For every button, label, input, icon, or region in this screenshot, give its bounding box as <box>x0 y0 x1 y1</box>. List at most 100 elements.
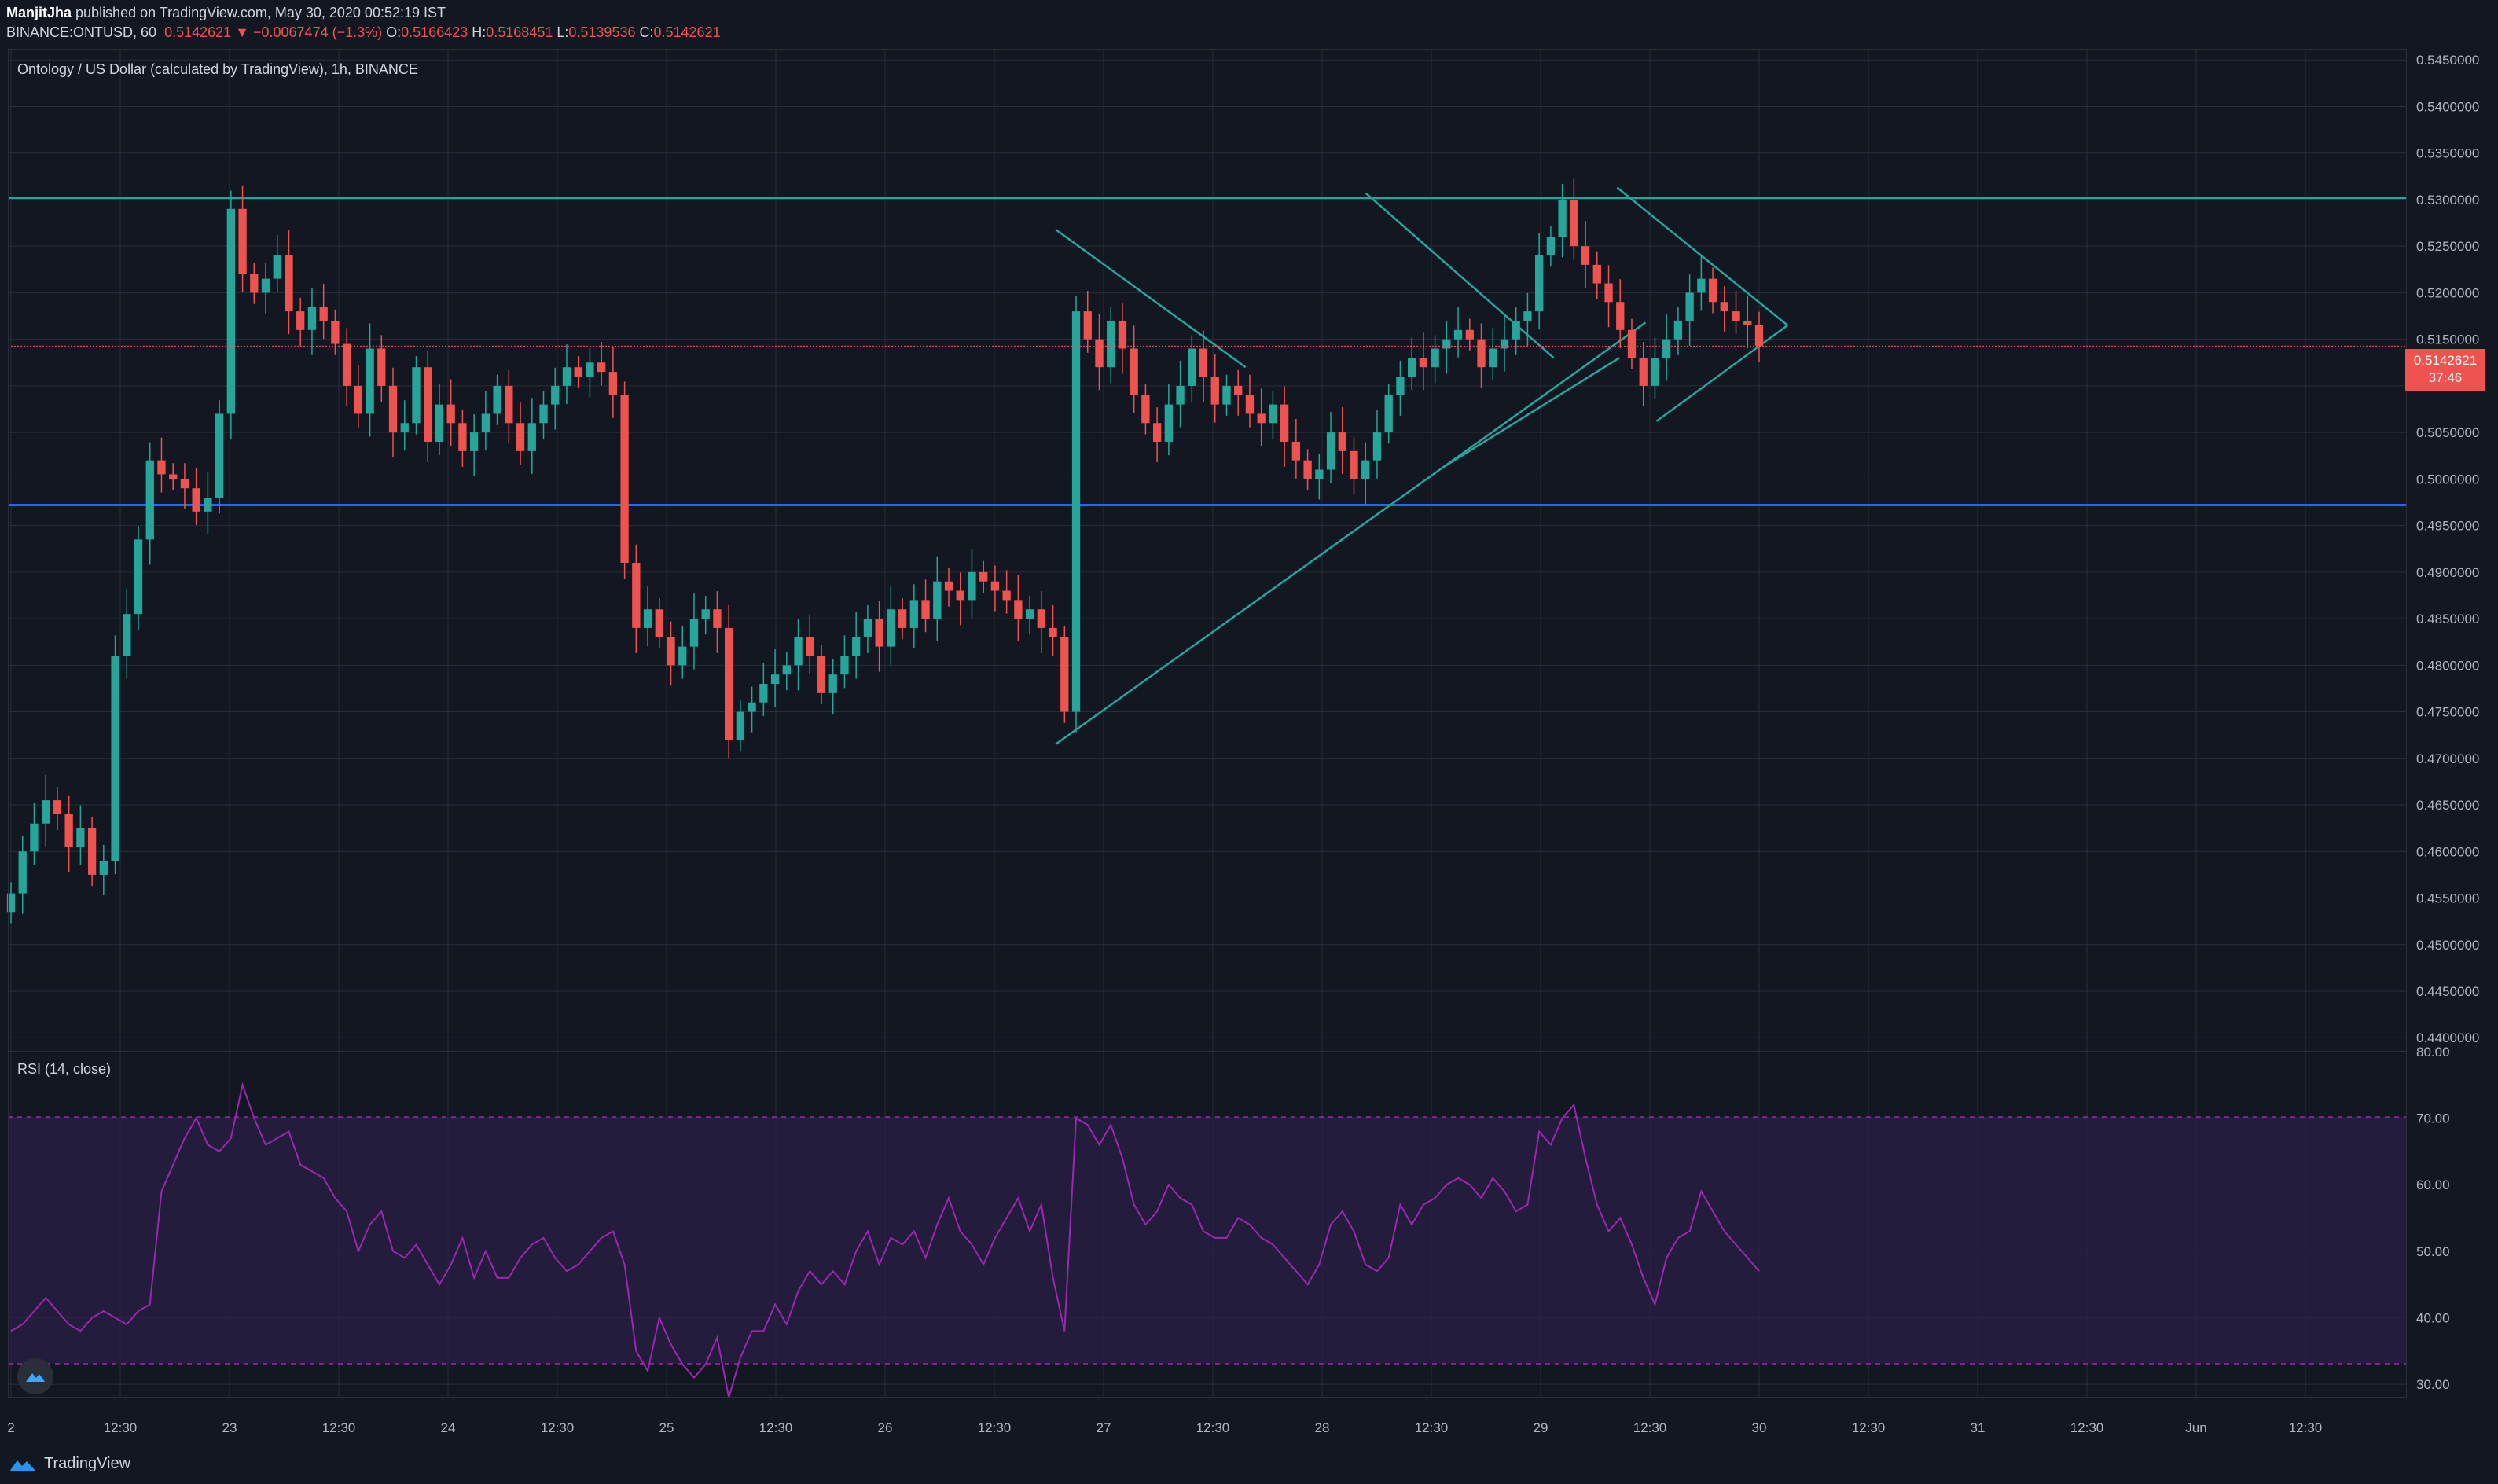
candle-body <box>828 674 837 693</box>
candle-body <box>123 614 131 656</box>
ohlc-line: BINANCE:ONTUSD, 60 0.5142621 ▼ −0.006747… <box>6 24 721 41</box>
candlestick-series <box>6 178 1764 924</box>
candle-body <box>331 320 340 344</box>
candle-body <box>180 479 189 489</box>
candle-body <box>1095 339 1104 368</box>
price-tick-label: 0.4750000 <box>2416 705 2479 720</box>
candle-body <box>1014 600 1023 619</box>
candle-body <box>725 627 733 740</box>
candle-body <box>169 474 178 479</box>
price-tick-label: 0.4400000 <box>2416 1030 2479 1045</box>
price-tick-label: 0.4700000 <box>2416 751 2479 766</box>
candle-body <box>111 656 119 861</box>
candle-body <box>1743 320 1752 325</box>
trendline <box>1655 324 1788 422</box>
trendline <box>1365 192 1555 359</box>
high-label: H: <box>472 24 487 40</box>
candle-body <box>632 562 641 628</box>
price-tick-label: 0.4900000 <box>2416 565 2479 580</box>
candle-body <box>1049 627 1057 637</box>
candle-body <box>307 307 317 330</box>
candle-body <box>1592 264 1601 284</box>
rsi-band <box>8 1117 2407 1364</box>
author-name[interactable]: ManjitJha <box>6 5 72 20</box>
time-axis: 2 12:30 23 12:30 24 12:30 25 12:30 26 12:30 27 12:3… <box>7 1420 2322 1435</box>
symbol-label: BINANCE:ONTUSD, 60 <box>6 24 157 40</box>
open-label: O: <box>386 24 402 40</box>
candle-body <box>643 609 652 628</box>
candle-body <box>1269 404 1277 424</box>
publish-line: ManjitJha published on TradingView.com, … <box>6 5 446 21</box>
time-tick-label: 30 <box>1752 1420 1767 1435</box>
price-axis: 0.5450000 0.5400000 0.5350000 0.5300000 0.52… <box>2416 53 2479 1045</box>
candle-body <box>597 362 606 373</box>
candle-body <box>250 274 259 293</box>
candle-body <box>1176 385 1185 405</box>
time-tick-label: 26 <box>878 1420 893 1435</box>
candle-body <box>1558 199 1567 237</box>
candle-body <box>909 600 918 628</box>
candle-body <box>285 255 293 312</box>
candle-body <box>76 828 85 847</box>
price-tick-label: 0.5400000 <box>2416 99 2479 114</box>
candle-body <box>794 637 803 666</box>
close-value: 0.5142621 <box>653 24 721 40</box>
candle-body <box>99 861 108 875</box>
candle-body <box>770 674 780 685</box>
candle-body <box>1372 432 1382 461</box>
candle-body <box>678 646 687 666</box>
candle-body <box>667 637 675 666</box>
bar-countdown: 37:46 <box>2428 370 2463 385</box>
price-tick-label: 0.4600000 <box>2416 844 2479 859</box>
candle-body <box>226 208 235 414</box>
candle-body <box>863 619 872 637</box>
candle-body <box>1616 302 1625 330</box>
price-tick-label: 0.5150000 <box>2416 332 2479 347</box>
candle-body <box>933 581 942 619</box>
candle-body <box>887 609 895 647</box>
price-tag-value: 0.5142621 <box>2413 353 2478 368</box>
rsi-line <box>10 1082 1760 1398</box>
published-text: published on TradingView.com, May 30, 20… <box>75 5 446 20</box>
candle-body <box>852 637 861 656</box>
candle-body <box>1245 395 1255 414</box>
price-tick-label: 0.5050000 <box>2416 425 2479 440</box>
candle-body <box>157 460 166 475</box>
horizontal-levels <box>8 197 2407 507</box>
candle-body <box>1453 329 1463 340</box>
candle-body <box>1581 246 1590 265</box>
price-tick-label: 0.4850000 <box>2416 612 2479 626</box>
candle-body <box>388 385 398 433</box>
candle-body <box>1141 395 1150 424</box>
rsi-tick-label: 30.00 <box>2416 1377 2450 1392</box>
cloud-icon <box>26 1373 45 1382</box>
candle-body <box>192 488 200 512</box>
rsi-axis: 80.00 70.00 60.00 50.00 40.00 30.00 <box>2416 1045 2450 1392</box>
brand[interactable]: TradingView <box>8 1455 130 1473</box>
time-tick-label: 12:30 <box>104 1420 138 1435</box>
candle-body <box>1639 358 1648 386</box>
candle-body <box>1303 460 1312 479</box>
main-pane-title: Ontology / US Dollar (calculated by Trad… <box>17 61 418 77</box>
candle-body <box>1489 348 1497 368</box>
candle-body <box>1685 292 1694 321</box>
candle-body <box>215 413 224 498</box>
candle-body <box>968 571 976 601</box>
candle-body <box>261 278 270 293</box>
time-tick-label: 12:30 <box>1415 1420 1449 1435</box>
candle-body <box>586 362 594 377</box>
candle-body <box>516 423 525 451</box>
candle-body <box>1407 358 1416 377</box>
candle-body <box>620 395 629 563</box>
candle-body <box>204 498 212 512</box>
candle-body <box>1720 302 1728 312</box>
candle-body <box>18 851 27 894</box>
candle-body <box>1570 199 1578 247</box>
chart-canvas[interactable]: 0.5450000 0.5400000 0.5350000 0.5300000 0.52… <box>0 0 2498 1446</box>
candle-body <box>944 581 953 591</box>
candle-body <box>1535 255 1544 312</box>
time-tick-label: 12:30 <box>1852 1420 1886 1435</box>
tv-logo-badge[interactable] <box>17 1358 53 1394</box>
time-tick-label: 31 <box>1971 1420 1986 1435</box>
rsi-pane-title: RSI (14, close) <box>17 1061 112 1077</box>
